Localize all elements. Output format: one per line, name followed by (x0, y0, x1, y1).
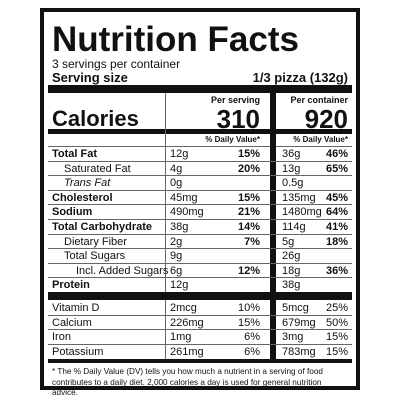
amount: 226mg (170, 316, 204, 329)
amount: 26g (282, 250, 301, 263)
amount: 1480mg (282, 206, 322, 219)
row-divider (48, 189, 352, 191)
daily-value: 41% (325, 221, 348, 233)
row-divider (48, 233, 352, 235)
amount: 679mg (282, 316, 316, 329)
amount: 9g (170, 250, 183, 263)
daily-value: 15% (237, 316, 260, 329)
row-label: Incl. Added Sugars (76, 264, 169, 277)
row-label: Iron (52, 331, 71, 344)
daily-value: 12% (237, 264, 260, 277)
daily-value: 10% (237, 302, 260, 314)
daily-value: 6% (244, 331, 260, 344)
amount: 783mg (282, 346, 316, 359)
column-heading: Per serving (210, 95, 260, 105)
amount: 6g (170, 264, 183, 277)
dv-heading: % Daily Value* (205, 135, 260, 144)
serving-size-label: Serving size (52, 70, 128, 85)
row-label: Total Sugars (64, 250, 126, 263)
amount: 13g (282, 162, 301, 175)
row-divider (48, 277, 352, 279)
amount: 0.5g (282, 177, 304, 190)
amount: 261mg (170, 346, 204, 359)
daily-value: 20% (237, 162, 260, 175)
row-label: Vitamin D (52, 302, 100, 314)
daily-value: 15% (325, 346, 348, 359)
row-label: Protein (52, 279, 90, 292)
daily-value: 6% (244, 346, 260, 359)
amount: 2mcg (170, 302, 197, 314)
column-divider (165, 93, 166, 360)
row-divider (48, 175, 352, 177)
row-label: Trans Fat (64, 177, 111, 190)
row-label: Total Carbohydrate (52, 221, 153, 233)
daily-value: 25% (325, 302, 348, 314)
divider (48, 129, 352, 134)
calories-value: 310 (216, 104, 260, 134)
column-heading: Per container (290, 95, 348, 105)
amount: 5g (282, 235, 295, 248)
amount: 4g (170, 162, 183, 175)
amount: 135mg (282, 191, 316, 204)
daily-value: 18% (325, 235, 348, 248)
divider (48, 359, 352, 363)
row-divider (48, 329, 352, 331)
daily-value: 7% (244, 235, 260, 248)
amount: 0g (170, 177, 183, 190)
daily-value: 64% (325, 206, 348, 219)
row-label: Calcium (52, 316, 92, 329)
row-divider (48, 262, 352, 264)
amount: 490mg (170, 206, 204, 219)
serving-size-value: 1/3 pizza (132g) (252, 70, 348, 85)
row-label: Dietary Fiber (64, 235, 127, 248)
daily-value: 45% (325, 191, 348, 204)
amount: 5mcg (282, 302, 309, 314)
calories-value: 920 (304, 104, 348, 134)
amount: 45mg (170, 191, 198, 204)
amount: 3mg (282, 331, 304, 344)
daily-value: 50% (325, 316, 348, 329)
divider (48, 85, 352, 93)
daily-value: 65% (325, 162, 348, 175)
calories-label: Calories (52, 106, 139, 131)
servings: 3 servings per container (52, 57, 181, 71)
row-divider (48, 344, 352, 346)
row-divider (48, 219, 352, 220)
amount: 12g (170, 148, 189, 160)
column-divider (270, 93, 276, 360)
daily-value: 14% (237, 221, 260, 233)
row-label: Potassium (52, 346, 104, 359)
row-label: Cholesterol (52, 191, 113, 204)
amount: 18g (282, 264, 301, 277)
row-divider (48, 248, 352, 250)
amount: 2g (170, 235, 183, 248)
daily-value: 36% (325, 264, 348, 277)
row-label: Saturated Fat (64, 162, 131, 175)
row-label: Sodium (52, 206, 93, 219)
row-divider (48, 160, 352, 162)
title: Nutrition Facts (52, 20, 299, 59)
amount: 36g (282, 148, 301, 160)
footnote: * The % Daily Value (DV) tells you how m… (52, 367, 323, 398)
row-divider (48, 204, 352, 206)
amount: 1mg (170, 331, 192, 344)
daily-value: 46% (325, 148, 348, 160)
row-label: Total Fat (52, 148, 98, 160)
daily-value: 15% (237, 148, 260, 160)
amount: 38g (170, 221, 189, 233)
amount: 38g (282, 279, 301, 292)
daily-value: 15% (237, 191, 260, 204)
daily-value: 15% (325, 331, 348, 344)
amount: 114g (282, 221, 306, 233)
dv-heading: % Daily Value* (293, 135, 348, 144)
divider (48, 292, 352, 300)
nutrition-label: Nutrition Facts 3 servings per container… (40, 8, 360, 397)
row-divider (48, 314, 352, 316)
daily-value: 21% (237, 206, 260, 219)
amount: 12g (170, 279, 189, 292)
divider (48, 146, 352, 147)
